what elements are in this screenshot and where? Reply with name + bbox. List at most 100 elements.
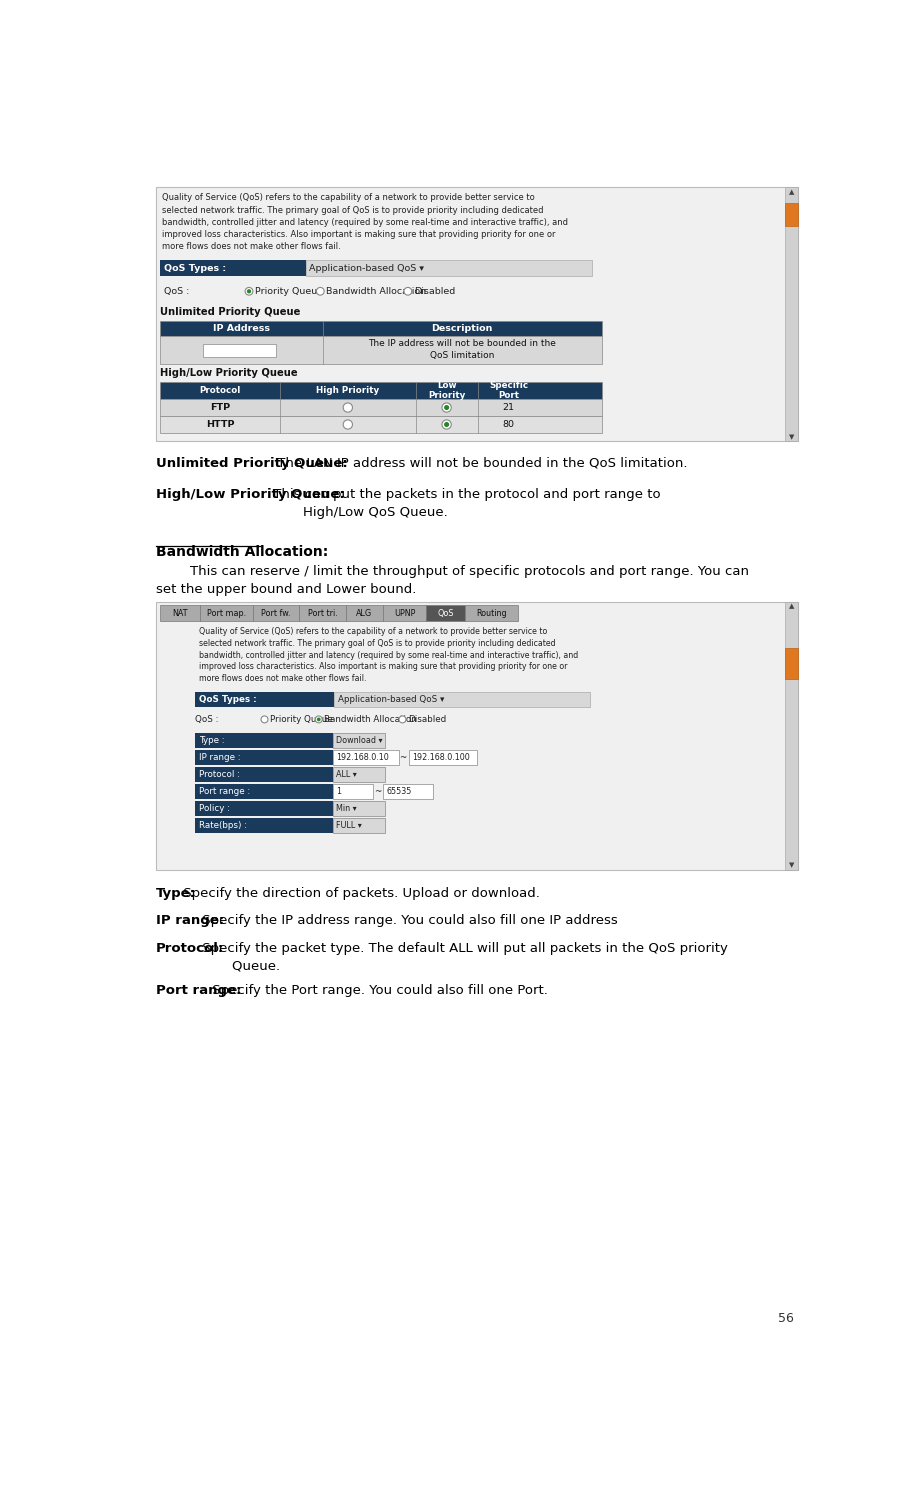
FancyBboxPatch shape [160, 335, 601, 364]
FancyBboxPatch shape [195, 766, 333, 781]
FancyBboxPatch shape [195, 784, 333, 799]
Circle shape [442, 403, 452, 412]
FancyBboxPatch shape [333, 784, 373, 799]
FancyBboxPatch shape [160, 416, 601, 433]
FancyBboxPatch shape [202, 344, 276, 356]
FancyBboxPatch shape [383, 605, 426, 621]
FancyBboxPatch shape [160, 260, 306, 275]
Text: Bandwidth Allocation: Bandwidth Allocation [327, 287, 426, 296]
FancyBboxPatch shape [299, 605, 346, 621]
Text: Bandwidth Allocation: Bandwidth Allocation [324, 716, 417, 725]
Text: NAT: NAT [172, 609, 188, 618]
Circle shape [444, 406, 449, 410]
Text: IP range :: IP range : [199, 753, 240, 762]
Text: Application-based QoS ▾: Application-based QoS ▾ [309, 263, 424, 272]
Text: 80: 80 [502, 421, 514, 430]
Text: 21: 21 [502, 403, 514, 412]
Circle shape [316, 716, 322, 723]
Circle shape [442, 419, 452, 430]
Text: Disabled: Disabled [408, 716, 446, 725]
Circle shape [261, 716, 268, 723]
Circle shape [317, 717, 321, 722]
Text: Priority Queue: Priority Queue [270, 716, 333, 725]
FancyBboxPatch shape [333, 734, 385, 748]
Text: QoS: QoS [437, 609, 454, 618]
Text: Specify the Port range. You could also fill one Port.: Specify the Port range. You could also f… [208, 985, 548, 997]
Text: Type :: Type : [199, 737, 224, 746]
Text: High/Low Priority Queue: High/Low Priority Queue [160, 368, 297, 379]
FancyBboxPatch shape [306, 260, 592, 275]
Text: Min ▾: Min ▾ [336, 804, 356, 813]
Text: Application-based QoS ▾: Application-based QoS ▾ [338, 695, 444, 704]
Text: Unlimited Priority Queue:: Unlimited Priority Queue: [156, 457, 347, 470]
FancyBboxPatch shape [253, 605, 299, 621]
FancyBboxPatch shape [409, 750, 477, 765]
Text: Protocol :: Protocol : [199, 769, 239, 778]
Text: ~: ~ [374, 787, 381, 796]
Text: QoS Types :: QoS Types : [164, 263, 226, 272]
FancyBboxPatch shape [160, 320, 601, 335]
Text: Port tri.: Port tri. [307, 609, 337, 618]
Text: Bandwidth Allocation:: Bandwidth Allocation: [156, 545, 328, 560]
Text: Port range :: Port range : [199, 787, 249, 796]
Text: Specify the packet type. The default ALL will put all packets in the QoS priorit: Specify the packet type. The default ALL… [199, 942, 728, 973]
FancyBboxPatch shape [156, 187, 797, 442]
Text: Description: Description [432, 323, 493, 332]
FancyBboxPatch shape [465, 605, 518, 621]
Circle shape [317, 287, 324, 295]
Text: Download ▾: Download ▾ [336, 737, 382, 746]
Circle shape [245, 287, 253, 295]
Text: QoS :: QoS : [195, 716, 219, 725]
FancyBboxPatch shape [195, 693, 335, 707]
Text: The IP address will not be bounded in the
QoS limitation: The IP address will not be bounded in th… [368, 340, 556, 361]
Text: Priority Queue: Priority Queue [255, 287, 323, 296]
FancyBboxPatch shape [333, 817, 385, 832]
Text: ▲: ▲ [789, 189, 795, 195]
FancyBboxPatch shape [785, 187, 797, 442]
FancyBboxPatch shape [335, 693, 590, 707]
FancyBboxPatch shape [785, 202, 797, 226]
Circle shape [343, 419, 353, 430]
Text: Rate(bps) :: Rate(bps) : [199, 820, 247, 829]
Text: ▼: ▼ [789, 434, 795, 440]
Text: FTP: FTP [210, 403, 230, 412]
Circle shape [444, 422, 449, 427]
Text: 1: 1 [336, 787, 341, 796]
Text: 56: 56 [778, 1311, 794, 1325]
FancyBboxPatch shape [333, 766, 385, 781]
Text: IP Address: IP Address [213, 323, 269, 332]
FancyBboxPatch shape [195, 734, 333, 748]
FancyBboxPatch shape [426, 605, 465, 621]
Text: Routing: Routing [476, 609, 507, 618]
Text: Port range:: Port range: [156, 985, 241, 997]
Text: Protocol:: Protocol: [156, 942, 224, 955]
Text: The LAN IP address will not be bounded in the QoS limitation.: The LAN IP address will not be bounded i… [273, 457, 688, 470]
Text: Protocol: Protocol [200, 386, 240, 395]
Text: Port map.: Port map. [207, 609, 246, 618]
Text: Quality of Service (QoS) refers to the capability of a network to provide better: Quality of Service (QoS) refers to the c… [199, 627, 578, 683]
FancyBboxPatch shape [785, 648, 797, 678]
FancyBboxPatch shape [383, 784, 434, 799]
Text: ▼: ▼ [789, 862, 795, 868]
Text: Policy :: Policy : [199, 804, 229, 813]
Text: UPNP: UPNP [394, 609, 415, 618]
FancyBboxPatch shape [156, 602, 797, 870]
Text: Specify the IP address range. You could also fill one IP address: Specify the IP address range. You could … [199, 915, 618, 927]
Text: Specific
Port: Specific Port [489, 380, 528, 400]
Text: QoS Types :: QoS Types : [199, 695, 257, 704]
Circle shape [247, 289, 251, 293]
Text: FULL ▾: FULL ▾ [336, 820, 362, 829]
Text: 192.168.0.10: 192.168.0.10 [336, 753, 388, 762]
FancyBboxPatch shape [195, 750, 333, 765]
FancyBboxPatch shape [160, 382, 601, 400]
Text: QoS :: QoS : [164, 287, 190, 296]
Text: High Priority: High Priority [317, 386, 379, 395]
Text: ALG: ALG [356, 609, 373, 618]
Text: HTTP: HTTP [206, 421, 234, 430]
Text: Disabled: Disabled [414, 287, 455, 296]
Text: Quality of Service (QoS) refers to the capability of a network to provide better: Quality of Service (QoS) refers to the c… [162, 193, 568, 251]
Circle shape [404, 287, 412, 295]
Text: Low
Priority: Low Priority [428, 380, 465, 400]
Circle shape [343, 403, 353, 412]
Text: High/Low Priority Queue:: High/Low Priority Queue: [156, 488, 345, 500]
